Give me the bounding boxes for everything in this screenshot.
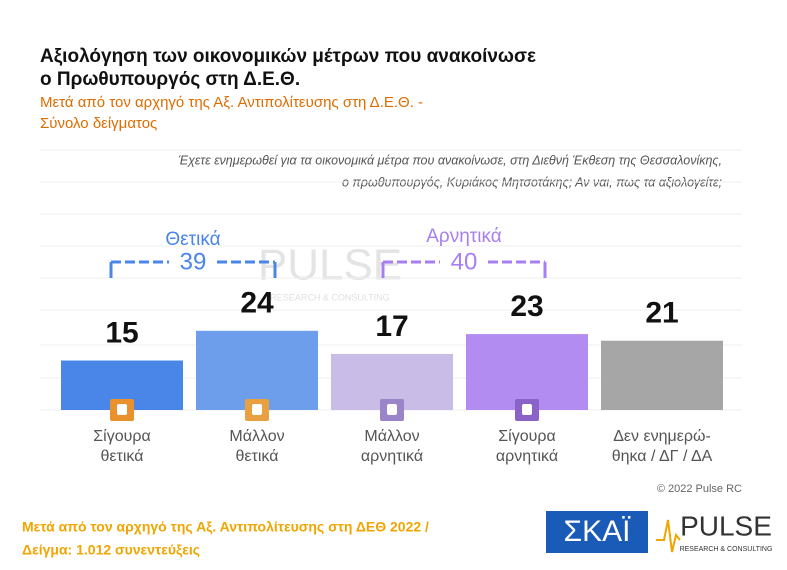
watermark: RESEARCH & CONSULTING: [270, 292, 389, 302]
x-tick-label: Μάλλον: [364, 428, 419, 445]
value-label: 21: [645, 297, 678, 330]
chart-title: Αξιολόγηση των οικονομικών μέτρων που αν…: [40, 46, 536, 67]
pulse-logo: PULSE: [680, 510, 772, 541]
bar: [196, 330, 318, 410]
value-label: 15: [105, 316, 138, 349]
value-label: 17: [375, 310, 408, 343]
group-label: Θετικά: [165, 229, 220, 250]
skai-logo-text: ΣΚΑΪ: [564, 515, 632, 548]
chart-title: ο Πρωθυπουργός στη Δ.Ε.Θ.: [40, 69, 300, 90]
bar: [466, 334, 588, 410]
x-tick-label: θετικά: [101, 448, 144, 465]
watermark: PULSE: [258, 241, 402, 290]
x-tick-label: Δεν ενημερώ-: [613, 428, 711, 445]
bracket: [381, 262, 547, 278]
x-tick-label: θηκα / ΔΓ / ΔΑ: [612, 448, 713, 465]
x-tick-label: αρνητικά: [361, 448, 423, 465]
bracket: [109, 262, 277, 278]
x-tick-label: Σίγουρα: [498, 428, 555, 445]
x-tick-label: Σίγουρα: [93, 428, 150, 445]
skai-logo: [546, 511, 648, 553]
pulse-icon: [656, 519, 681, 553]
x-tick-label: Μάλλον: [229, 428, 284, 445]
icon-glyph: [117, 404, 127, 415]
x-tick-label: αρνητικά: [496, 448, 558, 465]
footer: Δείγμα: 1.012 συνεντεύξεις: [22, 542, 200, 558]
chart-subtitle: Μετά από τον αρχηγό της Αξ. Αντιπολίτευσ…: [40, 94, 423, 111]
pulse-logo-sub: RESEARCH & CONSULTING: [680, 546, 773, 553]
question: Έχετε ενημερωθεί για τα οικονομικά μέτρα…: [178, 153, 722, 167]
footer: Μετά από τον αρχηγό της Αξ. Αντιπολίτευσ…: [22, 519, 429, 535]
group-value: 40: [451, 248, 478, 275]
chart-subtitle: Σύνολο δείγματος: [40, 115, 157, 132]
icon-glyph: [252, 404, 262, 415]
value-label: 24: [240, 287, 274, 320]
group-value: 39: [180, 248, 207, 275]
icon-glyph: [387, 404, 397, 415]
icon-glyph: [522, 404, 532, 415]
copyright: © 2022 Pulse RC: [657, 483, 742, 495]
value-label: 23: [510, 290, 543, 323]
group-label: Αρνητικά: [426, 226, 502, 247]
x-tick-label: θετικά: [236, 448, 279, 465]
bar: [601, 340, 723, 410]
